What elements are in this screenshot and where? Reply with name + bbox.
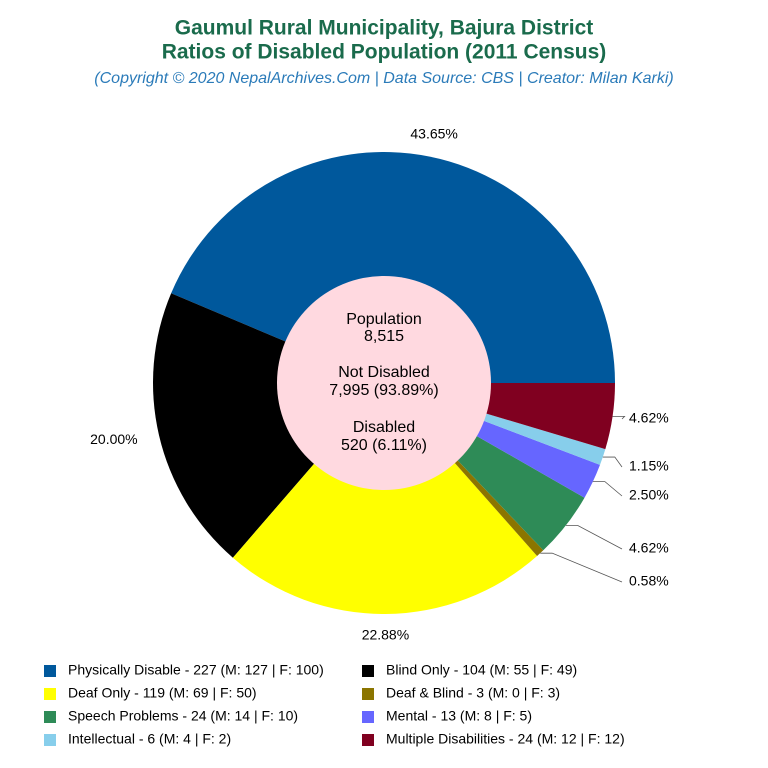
donut-hole <box>277 276 491 490</box>
center-label: Disabled <box>353 419 415 436</box>
legend-label: Physically Disable - 227 (M: 127 | F: 10… <box>68 662 324 678</box>
chart-subtitle: Ratios of Disabled Population (2011 Cens… <box>162 41 607 64</box>
leader-line <box>612 416 626 420</box>
legend-swatch <box>362 688 374 700</box>
pie-slice <box>171 151 615 383</box>
legend-swatch <box>362 665 374 677</box>
legend-swatch <box>44 711 56 723</box>
leader-line <box>540 552 623 583</box>
center-label: 7,995 (93.89%) <box>329 382 438 399</box>
slice-label: 43.65% <box>410 126 457 142</box>
slice-label: 22.88% <box>362 627 409 643</box>
slice-label: 4.62% <box>629 410 669 426</box>
center-label: Not Disabled <box>338 364 430 381</box>
legend-label: Speech Problems - 24 (M: 14 | F: 10) <box>68 708 298 724</box>
slice-label: 1.15% <box>629 458 669 474</box>
legend-swatch <box>362 711 374 723</box>
legend-swatch <box>44 734 56 746</box>
slice-label: 0.58% <box>629 573 669 589</box>
legend-label: Multiple Disabilities - 24 (M: 12 | F: 1… <box>386 731 625 747</box>
leader-line <box>565 525 623 550</box>
legend-label: Mental - 13 (M: 8 | F: 5) <box>386 708 532 724</box>
leader-line <box>602 456 623 468</box>
legend-swatch <box>44 688 56 700</box>
legend-label: Deaf & Blind - 3 (M: 0 | F: 3) <box>386 685 560 701</box>
legend-label: Intellectual - 6 (M: 4 | F: 2) <box>68 731 231 747</box>
legend-swatch <box>44 665 56 677</box>
leader-line <box>592 481 623 497</box>
slice-label: 20.00% <box>90 431 137 447</box>
legend-swatch <box>362 734 374 746</box>
pie-slice <box>232 383 538 614</box>
center-label: 8,515 <box>364 328 404 345</box>
legend-label: Blind Only - 104 (M: 55 | F: 49) <box>386 662 577 678</box>
legend-label: Deaf Only - 119 (M: 69 | F: 50) <box>68 685 257 701</box>
center-label: Population <box>346 311 422 328</box>
chart-title: Gaumul Rural Municipality, Bajura Distri… <box>175 17 594 40</box>
slice-label: 4.62% <box>629 540 669 556</box>
center-label: 520 (6.11%) <box>341 437 427 454</box>
chart-caption: (Copyright © 2020 NepalArchives.Com | Da… <box>94 70 673 87</box>
slice-label: 2.50% <box>629 487 669 503</box>
